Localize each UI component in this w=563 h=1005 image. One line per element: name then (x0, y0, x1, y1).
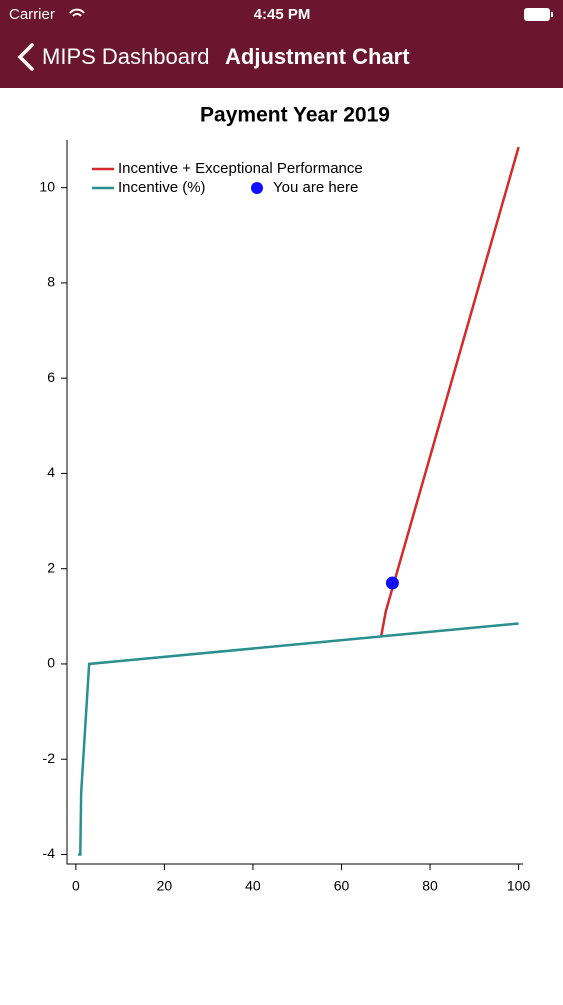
scatter-point (385, 576, 399, 590)
axes (66, 140, 523, 865)
legend-label: Incentive (%) (118, 179, 206, 196)
y-tick-label: -2 (43, 750, 56, 766)
series-line (380, 146, 520, 636)
y-tick-label: 6 (47, 369, 55, 385)
legend-marker (251, 182, 263, 194)
y-tick-label: 10 (39, 178, 55, 194)
battery-tip (551, 12, 553, 17)
y-tick-label: 4 (47, 464, 55, 480)
series-line (78, 622, 519, 856)
y-tick-label: -4 (43, 845, 56, 861)
x-tick-label: 0 (72, 878, 80, 894)
x-tick-label: 80 (422, 878, 438, 894)
wifi-icon (69, 8, 85, 17)
nav-title: Adjustment Chart (225, 44, 410, 69)
x-tick-label: 60 (334, 878, 350, 894)
clock: 4:45 PM (254, 6, 311, 23)
x-tick-label: 20 (157, 878, 173, 894)
header-bg (0, 0, 563, 88)
carrier: Carrier (9, 6, 55, 23)
legend-label: Incentive + Exceptional Performance (118, 160, 363, 177)
back-chevron[interactable] (17, 43, 34, 71)
legend-label: You are here (273, 179, 358, 196)
x-tick-label: 100 (507, 878, 531, 894)
chart-title: Payment Year 2019 (200, 104, 390, 127)
y-tick-label: 8 (47, 274, 55, 290)
y-tick-label: 2 (47, 559, 55, 575)
back-button[interactable]: MIPS Dashboard (42, 44, 210, 69)
y-tick-label: 0 (47, 655, 55, 671)
x-tick-label: 40 (245, 878, 261, 894)
battery-icon (524, 8, 550, 21)
